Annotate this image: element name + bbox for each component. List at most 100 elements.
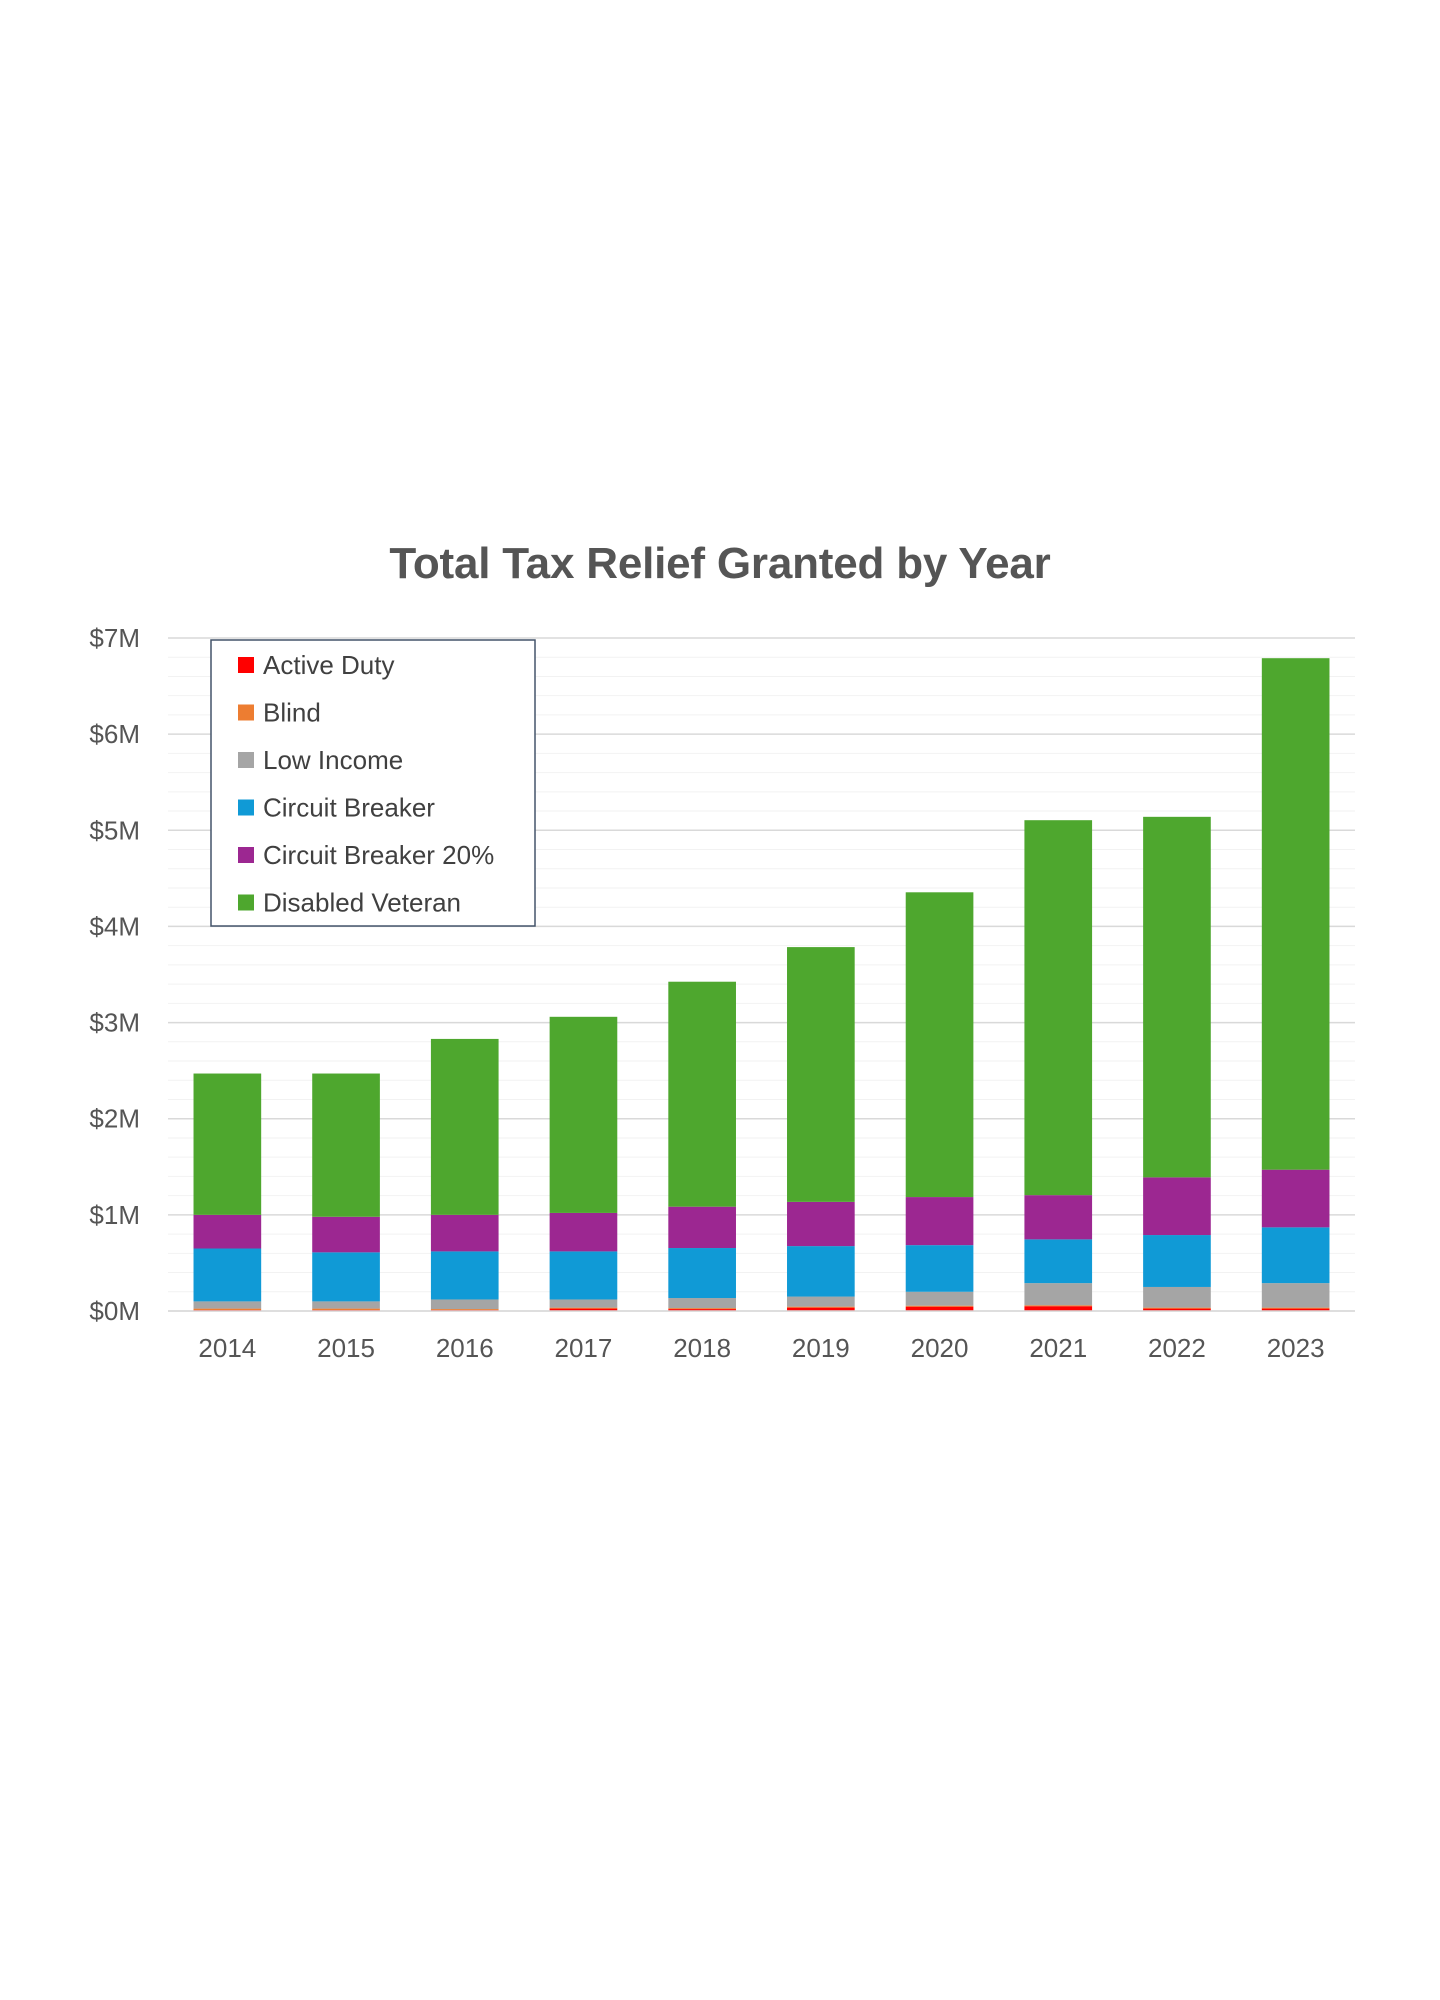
bar-segment: [787, 1307, 855, 1311]
bar-segment: [193, 1301, 262, 1309]
bar-segment: [905, 1245, 974, 1292]
y-tick-label: $4M: [89, 911, 140, 941]
bar-segment: [1261, 1308, 1330, 1311]
bar-segment: [193, 1073, 262, 1215]
bar-segment: [312, 1252, 380, 1302]
bar-segment: [549, 1299, 618, 1308]
x-tick-label: 2016: [436, 1333, 494, 1363]
bar-segment: [668, 981, 736, 1207]
bar-stack-2019: [787, 947, 855, 1311]
bar-segment: [312, 1308, 380, 1311]
x-tick-label: 2018: [673, 1333, 731, 1363]
bar-segment: [1143, 1308, 1211, 1311]
bar-segment: [430, 1251, 499, 1300]
y-tick-label: $2M: [89, 1104, 140, 1134]
bar-segment: [905, 1305, 974, 1307]
y-axis: $0M $1M $2M $3M $4M $5M $6M $7M: [89, 623, 140, 1326]
bar-segment: [549, 1308, 618, 1311]
bar-segment: [549, 1251, 618, 1300]
bar-stack-2023: [1261, 658, 1330, 1311]
bar-segment: [430, 1214, 499, 1252]
legend-box: [210, 639, 536, 927]
bar-segment: [1261, 1169, 1330, 1228]
bar-segment: [668, 1308, 736, 1310]
bar-segment: [1024, 1239, 1093, 1284]
bar-segment: [193, 1214, 262, 1249]
y-tick-label: $5M: [89, 815, 140, 845]
bar-stack-2021: [1024, 820, 1093, 1311]
bar-segment: [668, 1309, 736, 1311]
bar-segment: [1143, 1286, 1211, 1308]
bar-segment: [1261, 1227, 1330, 1284]
bar-segment: [905, 1306, 974, 1311]
x-tick-label: 2015: [317, 1333, 375, 1363]
legend-swatch: [238, 894, 254, 911]
bar-segment: [1024, 1305, 1093, 1307]
bar-segment: [1024, 820, 1093, 1196]
bar-stack-2018: [668, 981, 736, 1311]
bar-segment: [1143, 1177, 1211, 1236]
bar-segment: [1261, 1307, 1330, 1309]
bar-segment: [668, 1248, 736, 1299]
bar-segment: [430, 1299, 499, 1310]
legend-swatch: [238, 752, 254, 768]
x-tick-label: 2023: [1267, 1333, 1325, 1363]
bar-segment: [787, 1246, 855, 1297]
x-tick-label: 2017: [555, 1333, 613, 1363]
bar-segment: [1143, 816, 1211, 1178]
bar-segment: [312, 1216, 380, 1253]
bar-segment: [430, 1038, 499, 1215]
bar-segment: [549, 1016, 618, 1213]
bar-segment: [312, 1301, 380, 1309]
legend-label: Disabled Veteran: [263, 888, 461, 918]
legend-label: Circuit Breaker 20%: [263, 840, 494, 870]
y-tick-label: $1M: [89, 1200, 140, 1230]
bar-segment: [549, 1307, 618, 1309]
bar-segment: [1024, 1306, 1093, 1311]
y-tick-label: $7M: [89, 623, 140, 653]
bar-segment: [549, 1212, 618, 1252]
legend-swatch: [238, 657, 254, 673]
legend-swatch: [238, 704, 254, 721]
bar-segment: [193, 1308, 262, 1311]
bar-segment: [1143, 1235, 1211, 1287]
x-axis: 2014 2015 2016 2017 2018 2019 2020 2021 2022 2023: [168, 1310, 1355, 1363]
bar-segment: [1024, 1195, 1093, 1240]
legend-label: Blind: [263, 698, 321, 728]
x-tick-label: 2014: [198, 1333, 256, 1363]
bar-stack-2015: [312, 1073, 380, 1311]
x-tick-label: 2020: [911, 1333, 969, 1363]
legend-label: Low Income: [263, 745, 403, 775]
bar-stack-2017: [549, 1016, 618, 1311]
legend: Active Duty Blind Low Income Circuit Breake…: [210, 639, 536, 927]
chart-title: Total Tax Relief Granted by Year: [389, 539, 1050, 588]
x-tick-label: 2019: [792, 1333, 850, 1363]
bar-segment: [193, 1248, 262, 1302]
bar-segment: [905, 1291, 974, 1306]
legend-swatch: [238, 847, 254, 863]
y-tick-label: $0M: [89, 1296, 140, 1326]
legend-swatch: [238, 799, 254, 816]
bar-segment: [668, 1206, 736, 1249]
bar-segment: [905, 892, 974, 1198]
bars: [193, 658, 1330, 1311]
bar-segment: [787, 1296, 855, 1307]
bar-segment: [787, 1306, 855, 1308]
x-tick-label: 2021: [1029, 1333, 1087, 1363]
x-tick-label: 2022: [1148, 1333, 1206, 1363]
legend-label: Circuit Breaker: [263, 793, 435, 823]
bar-segment: [1143, 1307, 1211, 1309]
bar-segment: [312, 1073, 380, 1217]
bar-segment: [430, 1309, 499, 1311]
legend-label: Active Duty: [263, 650, 395, 680]
bar-segment: [787, 947, 855, 1202]
bar-segment: [905, 1197, 974, 1246]
bar-stack-2014: [193, 1073, 262, 1311]
bar-segment: [1024, 1283, 1093, 1306]
bar-segment: [787, 1201, 855, 1247]
bar-stack-2022: [1143, 816, 1211, 1311]
bar-stack-2020: [905, 892, 974, 1311]
y-tick-label: $3M: [89, 1008, 140, 1038]
